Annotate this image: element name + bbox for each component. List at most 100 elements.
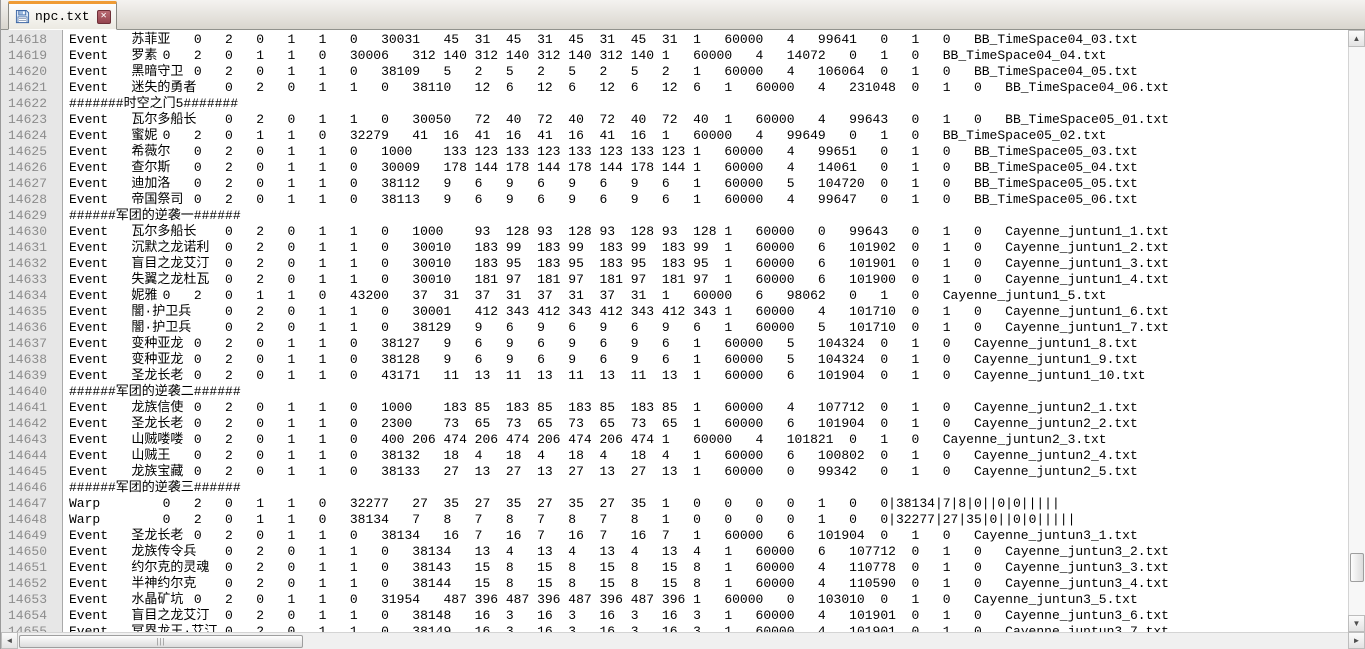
- line-number: 14634: [8, 288, 48, 303]
- line-number: 14626: [8, 160, 48, 175]
- line-text: Event 苏菲亚 0 2 0 1 1 0 30031 45 31 45 31 …: [69, 32, 1138, 47]
- vertical-scroll-thumb[interactable]: [1350, 553, 1364, 582]
- code-line[interactable]: 14621 Event 迷失的勇者 0 2 0 1 1 0 38110 12 6…: [1, 80, 1348, 96]
- code-line[interactable]: 14653 Event 水晶矿坑 0 2 0 1 1 0 31954 487 3…: [1, 592, 1348, 608]
- code-line[interactable]: 14628 Event 帝国祭司 0 2 0 1 1 0 38113 9 6 9…: [1, 192, 1348, 208]
- line-text: Event 冥界龙王·艾汀 0 2 0 1 1 0 38149 16 3 16 …: [69, 624, 1169, 632]
- line-number: 14618: [8, 32, 48, 47]
- code-line[interactable]: 14638 Event 变种亚龙 0 2 0 1 1 0 38128 9 6 9…: [1, 352, 1348, 368]
- code-line[interactable]: 14627 Event 迪加洛 0 2 0 1 1 0 38112 9 6 9 …: [1, 176, 1348, 192]
- line-number: 14635: [8, 304, 48, 319]
- code-line[interactable]: 14639 Event 圣龙长老 0 2 0 1 1 0 43171 11 13…: [1, 368, 1348, 384]
- code-line[interactable]: 14625 Event 希薇尔 0 2 0 1 1 0 1000 133 123…: [1, 144, 1348, 160]
- line-text: ######军团的逆袭一######: [69, 208, 241, 223]
- line-text: Event 龙族信使 0 2 0 1 1 0 1000 183 85 183 8…: [69, 400, 1138, 415]
- line-text: Event 查尔斯 0 2 0 1 1 0 30009 178 144 178 …: [69, 160, 1138, 175]
- text-editor-area[interactable]: 14618 Event 苏菲亚 0 2 0 1 1 0 30031 45 31 …: [1, 30, 1348, 632]
- line-text: Event 山贼王 0 2 0 1 1 0 38132 18 4 18 4 18…: [69, 448, 1138, 463]
- code-line[interactable]: 14633 Event 失翼之龙杜瓦 0 2 0 1 1 0 30010 181…: [1, 272, 1348, 288]
- code-line[interactable]: 14648 Warp 0 2 0 1 1 0 38134 7 8 7 8 7 8…: [1, 512, 1348, 528]
- line-number: 14628: [8, 192, 48, 207]
- line-text: Event 盲目之龙艾汀 0 2 0 1 1 0 30010 183 95 18…: [69, 256, 1169, 271]
- line-number: 14640: [8, 384, 48, 399]
- line-text: Event 变种亚龙 0 2 0 1 1 0 38127 9 6 9 6 9 6…: [69, 336, 1138, 351]
- line-text: Event 帝国祭司 0 2 0 1 1 0 38113 9 6 9 6 9 6…: [69, 192, 1138, 207]
- line-number: 14632: [8, 256, 48, 271]
- scroll-left-arrow-icon[interactable]: ◄: [1, 632, 18, 649]
- code-line[interactable]: 14641 Event 龙族信使 0 2 0 1 1 0 1000 183 85…: [1, 400, 1348, 416]
- line-number: 14623: [8, 112, 48, 127]
- line-text: Event 圣龙长老 0 2 0 1 1 0 38134 16 7 16 7 1…: [69, 528, 1138, 543]
- code-line[interactable]: 14649 Event 圣龙长老 0 2 0 1 1 0 38134 16 7 …: [1, 528, 1348, 544]
- line-number: 14649: [8, 528, 48, 543]
- code-line[interactable]: 14646 ######军团的逆袭三######: [1, 480, 1348, 496]
- code-line[interactable]: 14645 Event 龙族宝藏 0 2 0 1 1 0 38133 27 13…: [1, 464, 1348, 480]
- code-line[interactable]: 14655 Event 冥界龙王·艾汀 0 2 0 1 1 0 38149 16…: [1, 624, 1348, 632]
- line-number: 14654: [8, 608, 48, 623]
- line-number: 14625: [8, 144, 48, 159]
- line-text: Event 龙族宝藏 0 2 0 1 1 0 38133 27 13 27 13…: [69, 464, 1138, 479]
- code-line[interactable]: 14654 Event 盲目之龙艾汀 0 2 0 1 1 0 38148 16 …: [1, 608, 1348, 624]
- horizontal-scrollbar[interactable]: ◄ ||| ►: [1, 632, 1365, 649]
- line-number: 14655: [8, 624, 48, 632]
- line-text: Event 水晶矿坑 0 2 0 1 1 0 31954 487 396 487…: [69, 592, 1138, 607]
- close-icon[interactable]: ✕: [96, 9, 111, 24]
- line-number: 14643: [8, 432, 48, 447]
- line-text: Event 黑暗守卫 0 2 0 1 1 0 38109 5 2 5 2 5 2…: [69, 64, 1138, 79]
- code-line[interactable]: 14635 Event 闇·护卫兵 0 2 0 1 1 0 30001 412 …: [1, 304, 1348, 320]
- scroll-down-arrow-icon[interactable]: ▼: [1348, 615, 1365, 632]
- code-line[interactable]: 14626 Event 查尔斯 0 2 0 1 1 0 30009 178 14…: [1, 160, 1348, 176]
- line-text: Event 妮雅 0 2 0 1 1 0 43200 37 31 37 31 3…: [69, 288, 1107, 303]
- line-number: 14652: [8, 576, 48, 591]
- code-line[interactable]: 14620 Event 黑暗守卫 0 2 0 1 1 0 38109 5 2 5…: [1, 64, 1348, 80]
- line-text: Event 盲目之龙艾汀 0 2 0 1 1 0 38148 16 3 16 3…: [69, 608, 1169, 623]
- line-text: Event 半神约尔克 0 2 0 1 1 0 38144 15 8 15 8 …: [69, 576, 1169, 591]
- tab-npc-txt[interactable]: npc.txt ✕: [8, 1, 117, 30]
- line-text: Event 失翼之龙杜瓦 0 2 0 1 1 0 30010 181 97 18…: [69, 272, 1169, 287]
- line-number: 14642: [8, 416, 48, 431]
- line-text: Event 希薇尔 0 2 0 1 1 0 1000 133 123 133 1…: [69, 144, 1138, 159]
- code-view: 14618 Event 苏菲亚 0 2 0 1 1 0 30031 45 31 …: [1, 30, 1348, 632]
- scroll-right-arrow-icon[interactable]: ►: [1348, 632, 1365, 649]
- code-line[interactable]: 14622 #######时空之门5#######: [1, 96, 1348, 112]
- code-line[interactable]: 14647 Warp 0 2 0 1 1 0 32277 27 35 27 35…: [1, 496, 1348, 512]
- line-number: 14639: [8, 368, 48, 383]
- code-line[interactable]: 14643 Event 山贼喽喽 0 2 0 1 1 0 400 206 474…: [1, 432, 1348, 448]
- code-line[interactable]: 14618 Event 苏菲亚 0 2 0 1 1 0 30031 45 31 …: [1, 32, 1348, 48]
- vertical-scrollbar[interactable]: ▲ ▼: [1348, 30, 1365, 632]
- line-text: ######军团的逆袭二######: [69, 384, 241, 399]
- line-number: 14644: [8, 448, 48, 463]
- code-line[interactable]: 14650 Event 龙族传令兵 0 2 0 1 1 0 38134 13 4…: [1, 544, 1348, 560]
- line-number: 14631: [8, 240, 48, 255]
- code-line[interactable]: 14624 Event 蜜妮 0 2 0 1 1 0 32279 41 16 4…: [1, 128, 1348, 144]
- line-text: Event 闇·护卫兵 0 2 0 1 1 0 38129 9 6 9 6 9 …: [69, 320, 1169, 335]
- scroll-up-arrow-icon[interactable]: ▲: [1348, 30, 1365, 47]
- line-number: 14622: [8, 96, 48, 111]
- code-line[interactable]: 14642 Event 圣龙长老 0 2 0 1 1 0 2300 73 65 …: [1, 416, 1348, 432]
- line-number: 14624: [8, 128, 48, 143]
- code-line[interactable]: 14640 ######军团的逆袭二######: [1, 384, 1348, 400]
- code-line[interactable]: 14619 Event 罗素 0 2 0 1 1 0 30006 312 140…: [1, 48, 1348, 64]
- code-line[interactable]: 14623 Event 瓦尔多船长 0 2 0 1 1 0 30050 72 4…: [1, 112, 1348, 128]
- code-line[interactable]: 14632 Event 盲目之龙艾汀 0 2 0 1 1 0 30010 183…: [1, 256, 1348, 272]
- code-line[interactable]: 14630 Event 瓦尔多船长 0 2 0 1 1 0 1000 93 12…: [1, 224, 1348, 240]
- code-line[interactable]: 14629 ######军团的逆袭一######: [1, 208, 1348, 224]
- code-line[interactable]: 14652 Event 半神约尔克 0 2 0 1 1 0 38144 15 8…: [1, 576, 1348, 592]
- code-line[interactable]: 14637 Event 变种亚龙 0 2 0 1 1 0 38127 9 6 9…: [1, 336, 1348, 352]
- code-line[interactable]: 14634 Event 妮雅 0 2 0 1 1 0 43200 37 31 3…: [1, 288, 1348, 304]
- line-number: 14637: [8, 336, 48, 351]
- line-number: 14636: [8, 320, 48, 335]
- line-number: 14647: [8, 496, 48, 511]
- line-text: Event 瓦尔多船长 0 2 0 1 1 0 1000 93 128 93 1…: [69, 224, 1169, 239]
- code-line[interactable]: 14636 Event 闇·护卫兵 0 2 0 1 1 0 38129 9 6 …: [1, 320, 1348, 336]
- code-line[interactable]: 14631 Event 沉默之龙诺利 0 2 0 1 1 0 30010 183…: [1, 240, 1348, 256]
- line-text: Event 圣龙长老 0 2 0 1 1 0 2300 73 65 73 65 …: [69, 416, 1138, 431]
- code-line[interactable]: 14651 Event 约尔克的灵魂 0 2 0 1 1 0 38143 15 …: [1, 560, 1348, 576]
- line-number: 14650: [8, 544, 48, 559]
- horizontal-scroll-thumb[interactable]: |||: [19, 635, 303, 648]
- line-number: 14619: [8, 48, 48, 63]
- line-text: Event 约尔克的灵魂 0 2 0 1 1 0 38143 15 8 15 8…: [69, 560, 1169, 575]
- code-line[interactable]: 14644 Event 山贼王 0 2 0 1 1 0 38132 18 4 1…: [1, 448, 1348, 464]
- line-number: 14620: [8, 64, 48, 79]
